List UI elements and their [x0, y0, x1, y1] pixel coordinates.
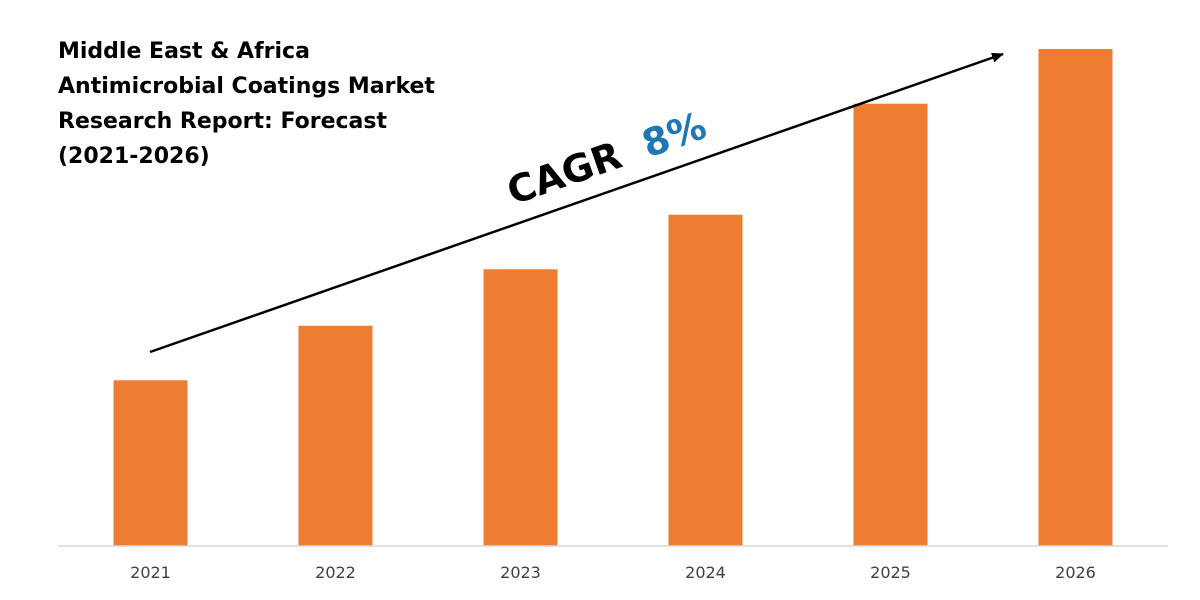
x-tick-label-2024: 2024 [685, 563, 726, 582]
title-line-3: Research Report: Forecast [58, 109, 388, 134]
bar-2022 [298, 325, 373, 546]
cagr-label: CAGR [501, 133, 627, 213]
x-tick-label-2021: 2021 [130, 563, 171, 582]
title-line-2: Antimicrobial Coatings Market [58, 74, 435, 99]
title-line-1: Middle East & Africa [58, 39, 310, 64]
chart-title: Middle East & Africa Antimicrobial Coati… [58, 34, 458, 174]
bar-2026 [1038, 49, 1113, 546]
x-tick-labels: 2021 2022 2023 2024 2025 2026 [130, 563, 1096, 582]
bar-2023 [483, 269, 558, 546]
x-tick-label-2023: 2023 [500, 563, 541, 582]
bar-2024 [668, 214, 743, 546]
svg-text:CAGR 8%: CAGR 8% [501, 103, 711, 213]
bar-2025 [853, 103, 928, 546]
bars-group [113, 49, 1113, 546]
x-tick-label-2022: 2022 [315, 563, 356, 582]
cagr-arrow [149, 52, 1004, 354]
title-line-4: (2021-2026) [58, 144, 210, 169]
x-tick-label-2025: 2025 [870, 563, 911, 582]
bar-2021 [113, 380, 188, 546]
cagr-annotation: CAGR 8% [501, 103, 711, 213]
x-tick-label-2026: 2026 [1055, 563, 1096, 582]
cagr-value: 8% [636, 103, 711, 166]
